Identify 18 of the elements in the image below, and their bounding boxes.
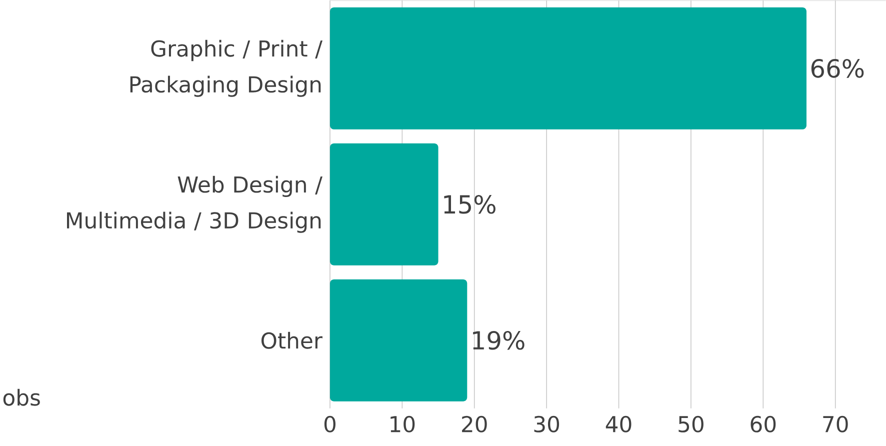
x-tick-label: 10 (390, 416, 415, 432)
x-tick-label: 40 (606, 416, 632, 432)
x-tick-label: 70 (823, 416, 848, 432)
x-tick-label: 60 (750, 416, 776, 432)
x-tick-label: 20 (462, 416, 487, 432)
bar (330, 143, 438, 266)
x-tick-label: 50 (678, 416, 704, 432)
bar (330, 279, 468, 402)
data-label: 15% (444, 194, 496, 214)
y-tick-label: Graphic / Print / Packaging Design (130, 40, 322, 97)
x-tick-label: 30 (534, 416, 560, 432)
text: obs (3, 388, 40, 406)
x-tick-label: 0 (324, 416, 336, 432)
data-label: 19% (473, 330, 524, 350)
y-tick-label: Web Design / Multimedia / 3D Design (67, 176, 322, 233)
y-tick-label: Other (261, 332, 322, 349)
bar (330, 7, 806, 130)
data-label: 66% (811, 58, 864, 78)
